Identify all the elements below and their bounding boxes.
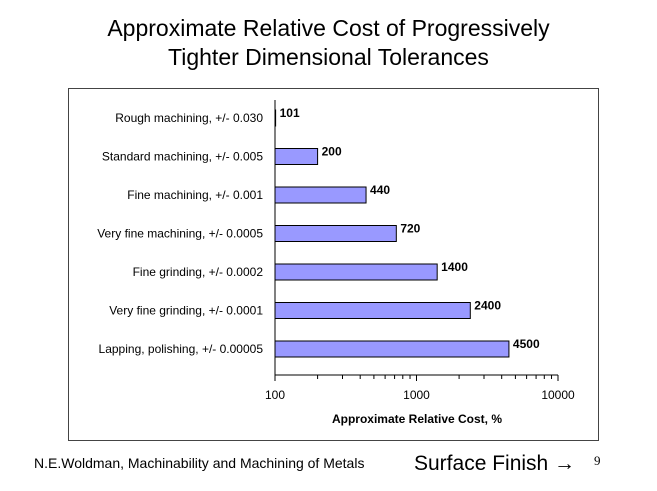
- x-axis-title: Approximate Relative Cost, %: [332, 412, 502, 426]
- bar: [274, 263, 438, 281]
- data-label: 440: [370, 183, 390, 197]
- x-tick-label: 100: [265, 388, 285, 402]
- category-label: Very fine grinding, +/- 0.0001: [109, 304, 263, 318]
- bar: [274, 186, 367, 204]
- data-label: 1400: [441, 260, 468, 274]
- bar: [274, 225, 397, 242]
- x-tick-label: 10000: [541, 388, 575, 402]
- slide-title: Approximate Relative Cost of Progressive…: [0, 14, 657, 72]
- bar: [274, 302, 471, 319]
- title-line-2: Tighter Dimensional Tolerances: [168, 44, 489, 70]
- data-label: 4500: [513, 337, 540, 351]
- bar: [274, 340, 510, 358]
- bar: [274, 148, 319, 165]
- category-label: Standard machining, +/- 0.005: [102, 150, 263, 164]
- surface-finish-link[interactable]: Surface Finish →: [414, 452, 576, 475]
- data-label: 101: [280, 106, 300, 120]
- data-label: 2400: [474, 299, 501, 313]
- data-label: 720: [400, 222, 420, 236]
- category-label: Very fine machining, +/- 0.0005: [97, 227, 263, 241]
- category-label: Lapping, polishing, +/- 0.00005: [99, 342, 264, 356]
- category-label: Rough machining, +/- 0.030: [115, 111, 263, 125]
- category-label: Fine grinding, +/- 0.0002: [133, 265, 264, 279]
- source-citation: N.E.Woldman, Machinability and Machining…: [34, 455, 365, 471]
- page-number: 9: [594, 453, 601, 468]
- category-label: Fine machining, +/- 0.001: [127, 188, 263, 202]
- data-label: 200: [322, 145, 342, 159]
- x-tick-label: 1000: [403, 388, 430, 402]
- title-line-1: Approximate Relative Cost of Progressive…: [107, 15, 550, 41]
